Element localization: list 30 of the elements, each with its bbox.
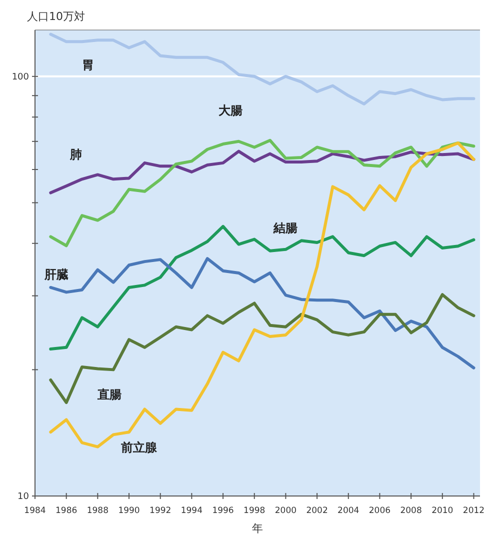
x-tick-label: 1996 (212, 506, 234, 516)
series-label: 胃 (82, 58, 94, 72)
x-tick-label: 2002 (306, 506, 328, 516)
x-axis-title: 年 (252, 522, 263, 535)
series-label: 肝臓 (44, 268, 69, 282)
series-label: 結腸 (272, 221, 298, 236)
x-tick-label: 1998 (244, 506, 266, 516)
y-axis-title: 人口10万対 (27, 10, 85, 23)
x-tick-label: 2004 (338, 506, 360, 516)
line-series (49, 293, 476, 404)
x-tick-label: 2010 (432, 506, 454, 516)
series-label: 直腸 (96, 387, 122, 402)
text: 大腸 (218, 103, 243, 118)
x-tick-label: 1988 (86, 506, 108, 516)
series-label: 前立腺 (120, 440, 158, 454)
line-series (49, 32, 476, 106)
x-tick-label: 1986 (56, 506, 78, 516)
x-tick-label: 1994 (180, 506, 203, 516)
series-label: 肺 (69, 148, 82, 162)
x-tick-label: 2000 (274, 506, 297, 516)
x-tick-label: 1984 (24, 506, 46, 516)
x-tick-label: 2012 (462, 506, 485, 516)
x-tick-label: 1992 (150, 506, 172, 516)
y-tick-label: 10 (18, 492, 30, 502)
x-tick-label: 2008 (400, 506, 422, 516)
x-tick-label: 1990 (118, 506, 140, 516)
x-tick-label: 2006 (368, 506, 391, 516)
y-tick-label: 100 (12, 72, 30, 82)
line-series (49, 138, 476, 248)
line-series (49, 150, 476, 194)
